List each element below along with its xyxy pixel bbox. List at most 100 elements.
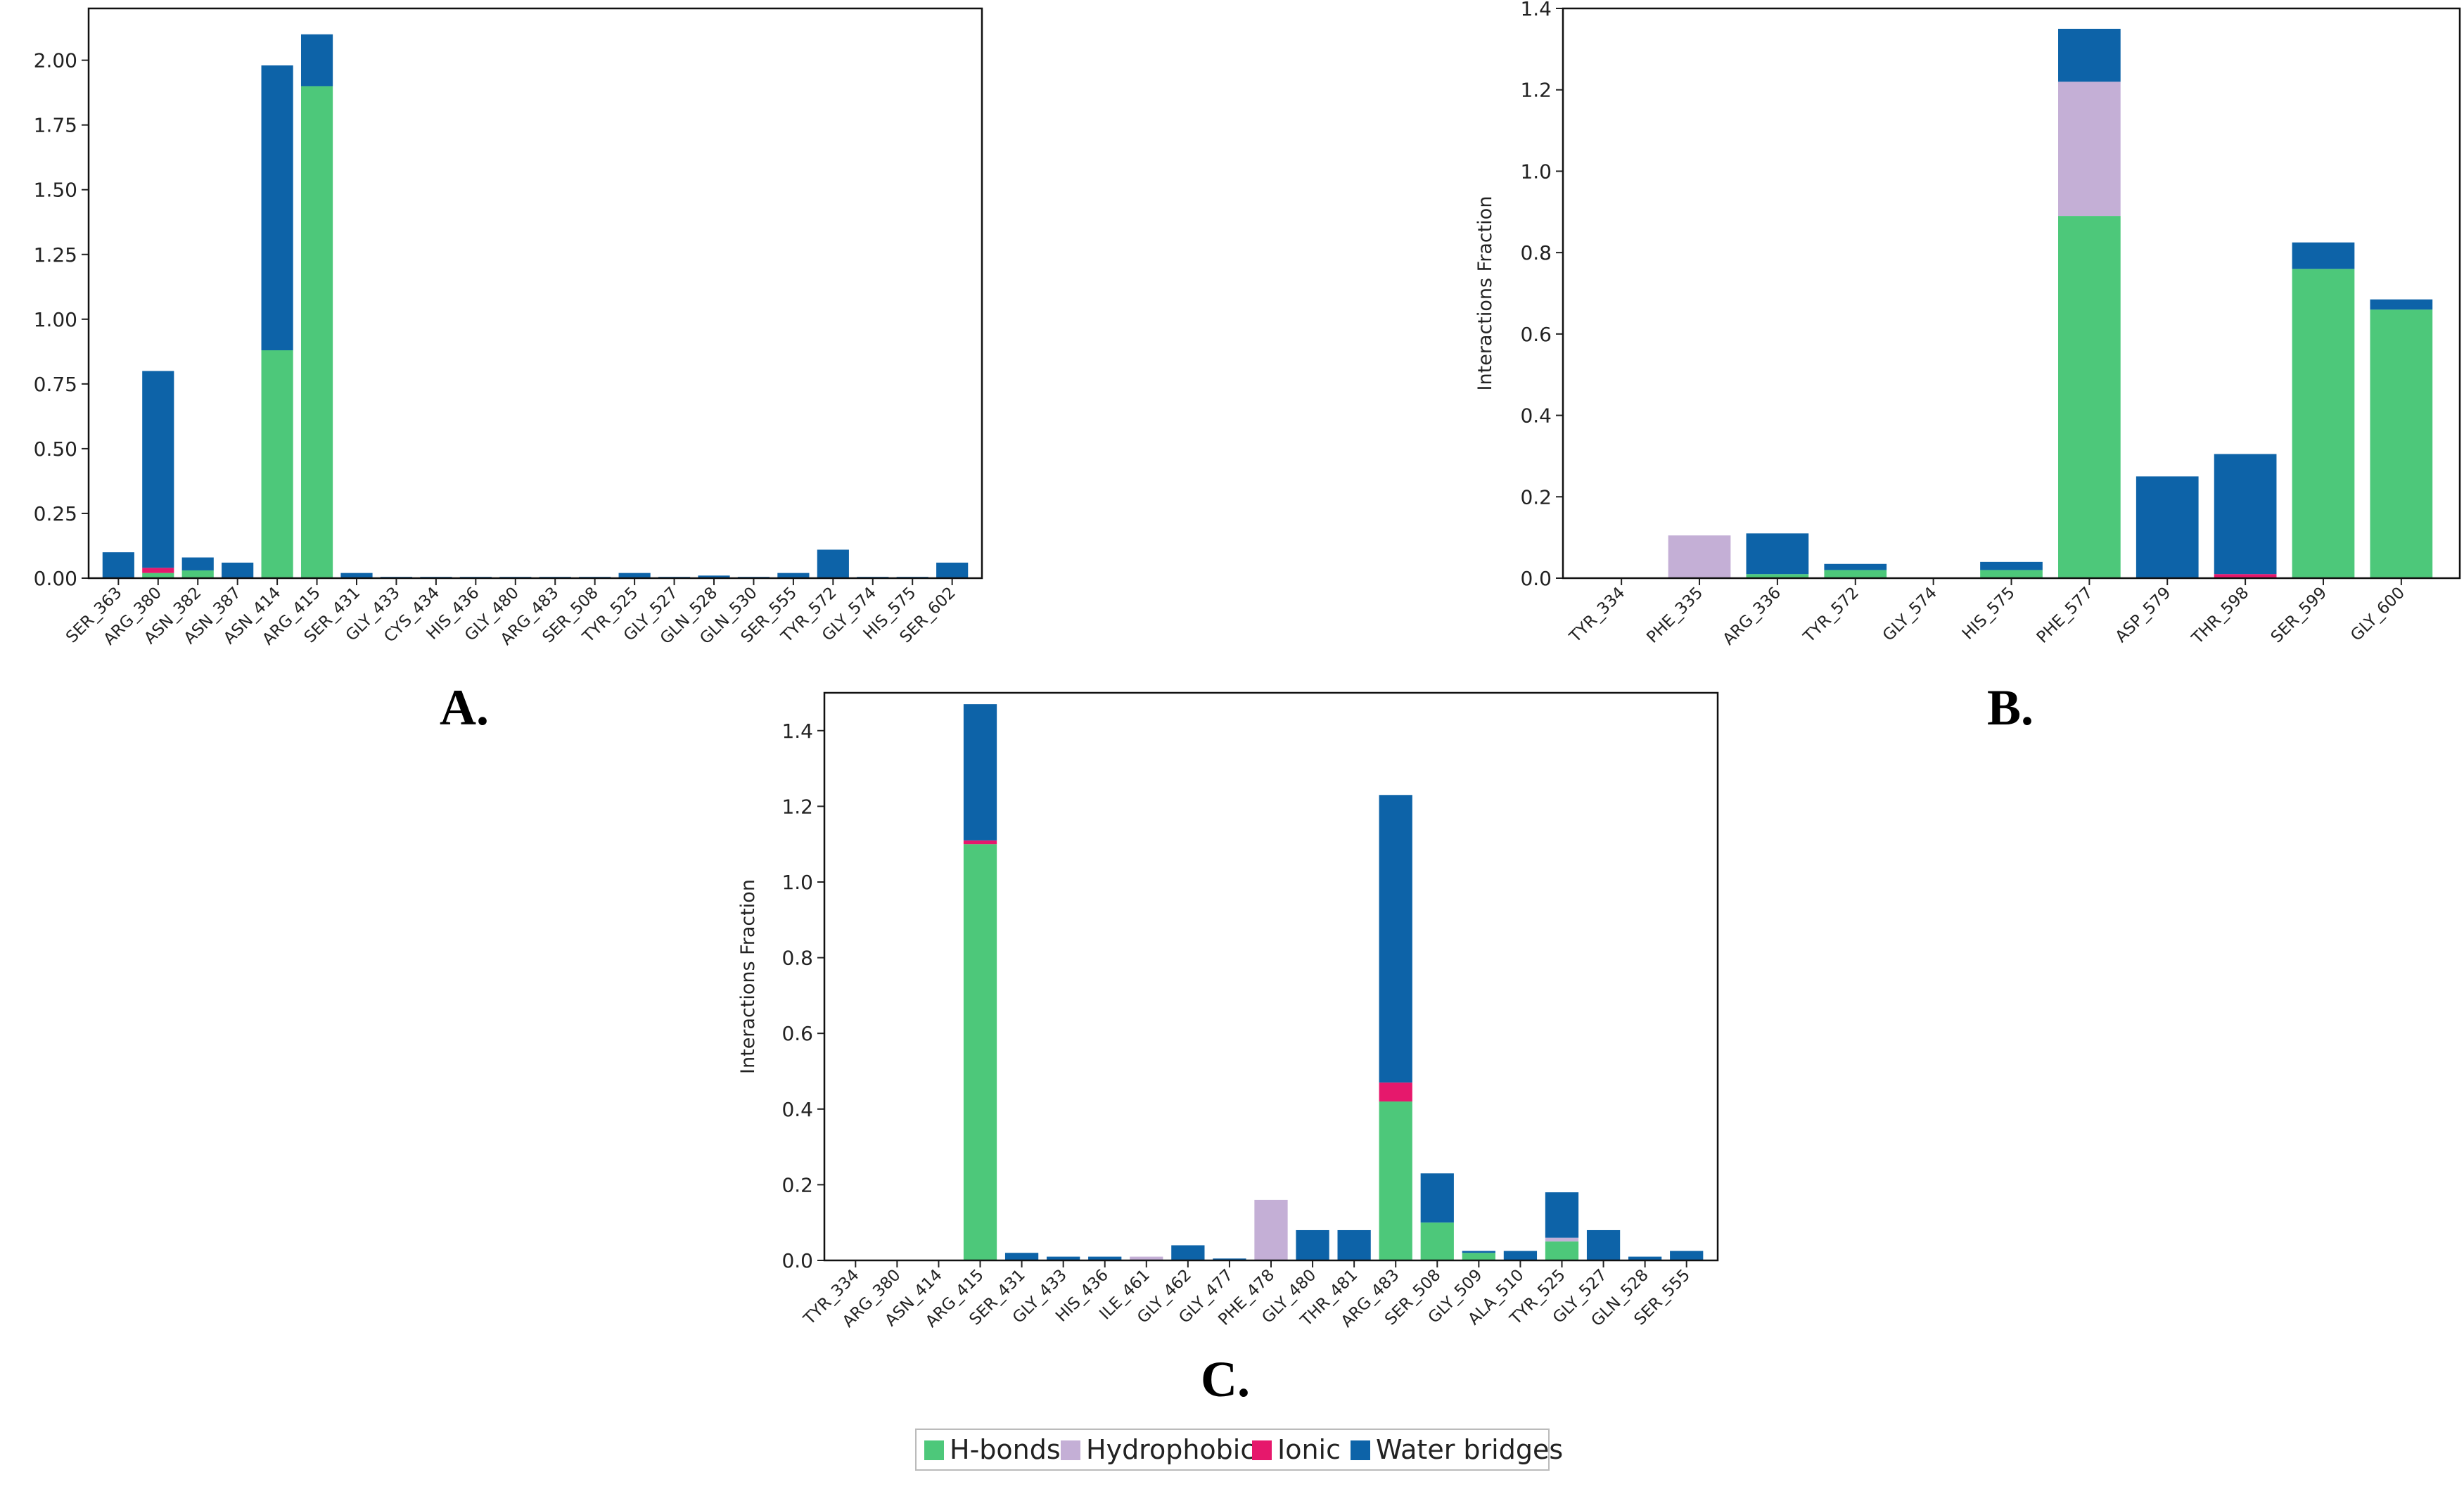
panel-label-c: C. bbox=[1201, 1351, 1250, 1407]
panel-b-bar-asp-579-water-bridges bbox=[2136, 476, 2199, 578]
panel-c-bar-gly-477-water-bridges bbox=[1213, 1258, 1246, 1260]
panel-c-chart: TYR_334ARG_380ASN_414ARG_415SER_431GLY_4… bbox=[737, 691, 1719, 1331]
legend: H-bonds Hydrophobic Ionic Water bridges bbox=[915, 1429, 1563, 1471]
panel-b-bar-gly-600-water-bridges bbox=[2370, 299, 2433, 310]
panel-b-ylabel: Interactions Fraction bbox=[1474, 196, 1496, 391]
panel-b-xtick-label-arg-336: ARG_336 bbox=[1720, 584, 1785, 649]
panel-b-xtick-label-gly-600: GLY_600 bbox=[2347, 584, 2408, 645]
panel-c-bar-ala-510-water-bridges bbox=[1503, 1251, 1538, 1260]
legend-label-hydrophobic: Hydrophobic bbox=[1086, 1434, 1255, 1465]
panel-a-ytick-label-3: 0.75 bbox=[34, 373, 77, 396]
panel-a-bar-arg-415-water-bridges bbox=[300, 34, 333, 87]
panel-b-ytick-label-5: 1.0 bbox=[1520, 160, 1552, 183]
panel-a-bar-ser-431-water-bridges bbox=[340, 573, 373, 578]
panel-a-ytick-label-1: 0.25 bbox=[34, 502, 77, 525]
panel-b-ytick-label-1: 0.2 bbox=[1520, 485, 1552, 509]
panel-b-ytick-label-4: 0.8 bbox=[1520, 241, 1552, 264]
panel-a-bar-asn-414-h-bonds bbox=[261, 350, 293, 578]
legend-swatch-ionic bbox=[1252, 1440, 1272, 1460]
panel-a-bar-ser-555-water-bridges bbox=[777, 573, 810, 578]
legend-swatch-hydrophobic bbox=[1061, 1440, 1080, 1460]
panel-b-xtick-label-tyr-334: TYR_334 bbox=[1566, 584, 1628, 646]
panel-a-bar-asn-387-water-bridges bbox=[222, 562, 254, 578]
panel-a-bar-asn-382-h-bonds bbox=[181, 570, 214, 578]
legend-frame bbox=[915, 1429, 1550, 1471]
panel-b-bar-phe-577-water-bridges bbox=[2058, 28, 2121, 82]
panel-b-xtick-label-tyr-572: TYR_572 bbox=[1800, 584, 1863, 646]
legend-swatch-h-bonds bbox=[924, 1440, 944, 1460]
panel-c-bar-gln-528-water-bridges bbox=[1628, 1256, 1662, 1260]
panel-c-bar-phe-478-hydrophobic bbox=[1254, 1199, 1288, 1260]
panel-c-bar-arg-483-ionic bbox=[1379, 1082, 1412, 1102]
panel-c-bar-tyr-525-h-bonds bbox=[1545, 1241, 1579, 1260]
panel-c-bar-gly-433-water-bridges bbox=[1047, 1256, 1080, 1260]
panel-b-xtick-label-phe-577: PHE_577 bbox=[2034, 584, 2097, 647]
panel-a-ytick-label-8: 2.00 bbox=[34, 49, 77, 72]
panel-b-bar-gly-600-h-bonds bbox=[2370, 309, 2433, 578]
panel-b-xtick-label-thr-598: THR_598 bbox=[2188, 584, 2253, 648]
panel-a-ytick-label-2: 0.50 bbox=[34, 437, 77, 461]
panel-c-ytick-label-0: 0.0 bbox=[781, 1249, 813, 1272]
panel-a-bar-ser-602-water-bridges bbox=[936, 562, 969, 578]
panel-b-ytick-label-6: 1.2 bbox=[1520, 79, 1552, 102]
panel-a-ytick-label-7: 1.75 bbox=[34, 114, 77, 137]
legend-label-water-bridges: Water bridges bbox=[1376, 1434, 1563, 1465]
panel-a-bar-tyr-525-water-bridges bbox=[618, 573, 651, 578]
panel-b-bar-phe-335-hydrophobic bbox=[1668, 535, 1731, 578]
panel-c-bar-thr-481-water-bridges bbox=[1337, 1229, 1371, 1260]
panel-c-ytick-label-3: 0.6 bbox=[781, 1022, 813, 1045]
panel-c-bar-ser-555-water-bridges bbox=[1670, 1251, 1704, 1260]
legend-label-ionic: Ionic bbox=[1277, 1434, 1341, 1465]
panel-c-bar-tyr-525-hydrophobic bbox=[1545, 1237, 1579, 1242]
panel-c-bar-ser-431-water-bridges bbox=[1004, 1253, 1039, 1260]
panel-b-ytick-label-0: 0.0 bbox=[1520, 567, 1552, 590]
panel-b-bar-phe-577-hydrophobic bbox=[2058, 82, 2121, 217]
panel-a-ytick-label-6: 1.50 bbox=[34, 179, 77, 202]
panel-c-ytick-label-2: 0.4 bbox=[781, 1098, 813, 1121]
panel-b-bar-thr-598-water-bridges bbox=[2214, 454, 2277, 575]
panel-b-bar-arg-336-h-bonds bbox=[1746, 574, 1809, 578]
panel-b-bar-his-575-h-bonds bbox=[1980, 570, 2043, 578]
panel-b-xtick-label-phe-335: PHE_335 bbox=[1643, 584, 1706, 647]
panel-c-ytick-label-4: 0.8 bbox=[781, 947, 813, 970]
panel-c-bar-his-436-water-bridges bbox=[1088, 1256, 1122, 1260]
panel-b-bar-arg-336-water-bridges bbox=[1746, 533, 1809, 575]
panel-label-a: A. bbox=[440, 679, 489, 736]
panel-b-xtick-label-ser-599: SER_599 bbox=[2268, 584, 2330, 646]
panel-a-ytick-label-5: 1.25 bbox=[34, 243, 77, 267]
panel-b-bar-tyr-572-h-bonds bbox=[1824, 570, 1887, 578]
panel-b-ytick-label-3: 0.6 bbox=[1520, 323, 1552, 346]
panel-a-bar-tyr-572-water-bridges bbox=[817, 549, 849, 578]
panel-c-bar-gly-527-water-bridges bbox=[1586, 1229, 1621, 1260]
panel-b-bar-ser-599-h-bonds bbox=[2292, 269, 2355, 578]
panel-c-bar-arg-483-h-bonds bbox=[1379, 1101, 1412, 1260]
panel-a-chart: SER_363ARG_380ASN_382ASN_387ASN_414ARG_4… bbox=[34, 7, 983, 648]
panel-a-bar-asn-382-water-bridges bbox=[181, 557, 214, 570]
panel-b-bar-phe-577-h-bonds bbox=[2058, 216, 2121, 578]
panel-b-axes-frame bbox=[1562, 7, 2461, 580]
legend-label-h-bonds: H-bonds bbox=[950, 1434, 1061, 1465]
panel-c-bar-arg-415-ionic bbox=[963, 840, 997, 845]
panel-c-bar-ser-508-h-bonds bbox=[1420, 1222, 1454, 1260]
panel-b-bar-his-575-water-bridges bbox=[1980, 561, 2043, 570]
panel-b-chart: TYR_334 PHE_335 ARG_336 TYR_572 GLY_574 HIS_5… bbox=[1474, 0, 2461, 649]
panel-c-bar-gly-480-water-bridges bbox=[1296, 1229, 1329, 1260]
panel-b-ytick-label-7: 1.4 bbox=[1520, 0, 1552, 20]
panel-c-bar-arg-483-water-bridges bbox=[1379, 795, 1412, 1083]
panel-c-axes-frame bbox=[823, 691, 1719, 1262]
panel-a-bar-ser-363-water-bridges bbox=[102, 552, 134, 578]
panel-c-ytick-label-6: 1.2 bbox=[781, 795, 813, 818]
panel-a-ytick-label-4: 1.00 bbox=[34, 308, 77, 331]
panel-a-bar-arg-380-water-bridges bbox=[142, 371, 174, 568]
panel-b-ytick-label-2: 0.4 bbox=[1520, 404, 1552, 428]
panel-b-bar-ser-599-water-bridges bbox=[2292, 242, 2355, 269]
panel-a-bar-gln-528-water-bridges bbox=[698, 575, 730, 578]
panel-c-bar-arg-415-h-bonds bbox=[963, 844, 997, 1260]
panel-c-bar-ile-461-hydrophobic bbox=[1130, 1256, 1163, 1260]
panel-b-bar-thr-598-ionic bbox=[2214, 574, 2277, 578]
panel-b-xtick-label-his-575: HIS_575 bbox=[1959, 584, 2019, 644]
panel-b-xtick-label-asp-579: ASP_579 bbox=[2112, 584, 2175, 646]
panel-a-ytick-label-0: 0.00 bbox=[34, 567, 77, 590]
panel-label-b: B. bbox=[1987, 679, 2034, 736]
panel-c-ylabel: Interactions Fraction bbox=[737, 879, 759, 1074]
